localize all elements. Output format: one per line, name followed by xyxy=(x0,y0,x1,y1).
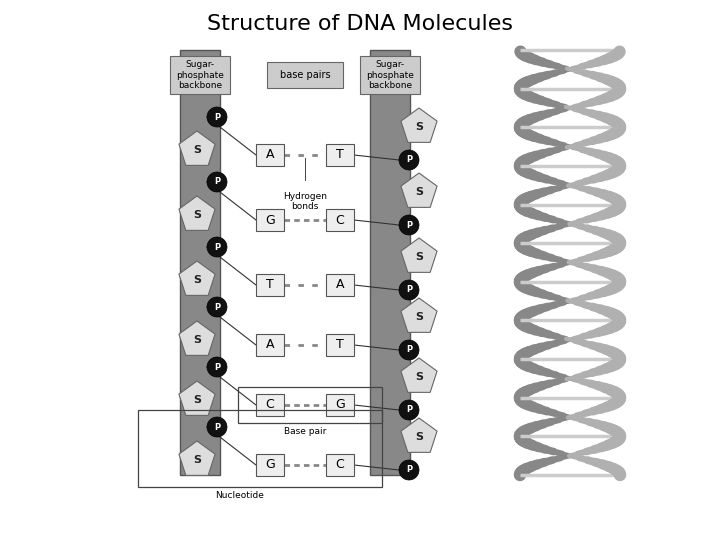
FancyBboxPatch shape xyxy=(326,144,354,166)
FancyBboxPatch shape xyxy=(267,62,343,88)
FancyBboxPatch shape xyxy=(360,56,420,94)
Circle shape xyxy=(399,280,419,300)
Polygon shape xyxy=(401,108,437,143)
Circle shape xyxy=(399,340,419,360)
Circle shape xyxy=(399,400,419,420)
Text: Sugar-
phosphate
backbone: Sugar- phosphate backbone xyxy=(366,60,414,90)
Text: G: G xyxy=(335,399,345,411)
Text: S: S xyxy=(415,312,423,322)
FancyBboxPatch shape xyxy=(370,50,410,475)
FancyBboxPatch shape xyxy=(256,144,284,166)
Polygon shape xyxy=(179,261,215,295)
Text: T: T xyxy=(336,148,344,161)
Text: P: P xyxy=(406,346,412,354)
Text: S: S xyxy=(193,455,201,465)
Polygon shape xyxy=(179,196,215,231)
Circle shape xyxy=(207,417,227,437)
Text: P: P xyxy=(406,465,412,475)
Text: P: P xyxy=(214,362,220,372)
Text: Base pair: Base pair xyxy=(284,427,326,436)
Text: P: P xyxy=(406,220,412,230)
Polygon shape xyxy=(401,418,437,453)
Circle shape xyxy=(207,237,227,257)
Text: P: P xyxy=(214,112,220,122)
Text: S: S xyxy=(415,372,423,382)
Text: P: P xyxy=(214,178,220,186)
FancyBboxPatch shape xyxy=(256,334,284,356)
Circle shape xyxy=(207,172,227,192)
Text: A: A xyxy=(266,148,274,161)
Text: S: S xyxy=(193,335,201,345)
FancyBboxPatch shape xyxy=(326,454,354,476)
Polygon shape xyxy=(179,131,215,165)
Text: P: P xyxy=(214,422,220,431)
Text: C: C xyxy=(266,399,274,411)
Text: Structure of DNA Molecules: Structure of DNA Molecules xyxy=(207,14,513,34)
Circle shape xyxy=(207,357,227,377)
Polygon shape xyxy=(401,238,437,272)
Text: C: C xyxy=(336,458,344,471)
FancyBboxPatch shape xyxy=(256,274,284,296)
Text: A: A xyxy=(266,339,274,352)
Text: S: S xyxy=(415,252,423,262)
FancyBboxPatch shape xyxy=(326,334,354,356)
Circle shape xyxy=(207,107,227,127)
Text: T: T xyxy=(336,339,344,352)
FancyBboxPatch shape xyxy=(256,394,284,416)
Polygon shape xyxy=(179,381,215,415)
Circle shape xyxy=(399,215,419,235)
FancyBboxPatch shape xyxy=(326,394,354,416)
Polygon shape xyxy=(401,298,437,333)
Text: base pairs: base pairs xyxy=(279,70,330,80)
Circle shape xyxy=(399,460,419,480)
Text: G: G xyxy=(265,458,275,471)
Text: Nucleotide: Nucleotide xyxy=(215,491,264,500)
Text: S: S xyxy=(415,432,423,442)
FancyBboxPatch shape xyxy=(256,454,284,476)
Text: S: S xyxy=(193,210,201,220)
Circle shape xyxy=(399,150,419,170)
Text: P: P xyxy=(406,156,412,165)
Polygon shape xyxy=(179,321,215,355)
FancyBboxPatch shape xyxy=(180,50,220,475)
FancyBboxPatch shape xyxy=(326,209,354,231)
Polygon shape xyxy=(401,173,437,207)
FancyBboxPatch shape xyxy=(256,209,284,231)
FancyBboxPatch shape xyxy=(326,274,354,296)
Text: S: S xyxy=(193,145,201,155)
Text: S: S xyxy=(415,187,423,197)
Text: P: P xyxy=(214,242,220,252)
Text: S: S xyxy=(193,395,201,405)
Text: P: P xyxy=(406,286,412,294)
Text: G: G xyxy=(265,213,275,226)
Polygon shape xyxy=(401,358,437,393)
Text: S: S xyxy=(193,275,201,285)
Text: A: A xyxy=(336,279,344,292)
FancyBboxPatch shape xyxy=(170,56,230,94)
Text: Hydrogen
bonds: Hydrogen bonds xyxy=(283,192,327,211)
Text: S: S xyxy=(415,122,423,132)
Text: P: P xyxy=(406,406,412,415)
Text: C: C xyxy=(336,213,344,226)
Text: P: P xyxy=(214,302,220,312)
Text: T: T xyxy=(266,279,274,292)
Circle shape xyxy=(207,297,227,317)
Text: Sugar-
phosphate
backbone: Sugar- phosphate backbone xyxy=(176,60,224,90)
Polygon shape xyxy=(179,441,215,475)
